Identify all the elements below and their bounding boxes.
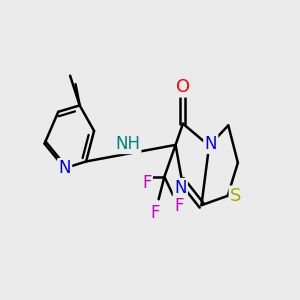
Text: NH: NH [115, 135, 140, 153]
Text: S: S [230, 187, 241, 205]
Text: N: N [205, 135, 217, 153]
Text: N: N [58, 159, 71, 177]
Text: F: F [174, 196, 184, 214]
Text: F: F [150, 204, 160, 222]
Text: F: F [142, 174, 152, 192]
Text: N: N [174, 179, 187, 197]
Text: O: O [176, 78, 190, 96]
